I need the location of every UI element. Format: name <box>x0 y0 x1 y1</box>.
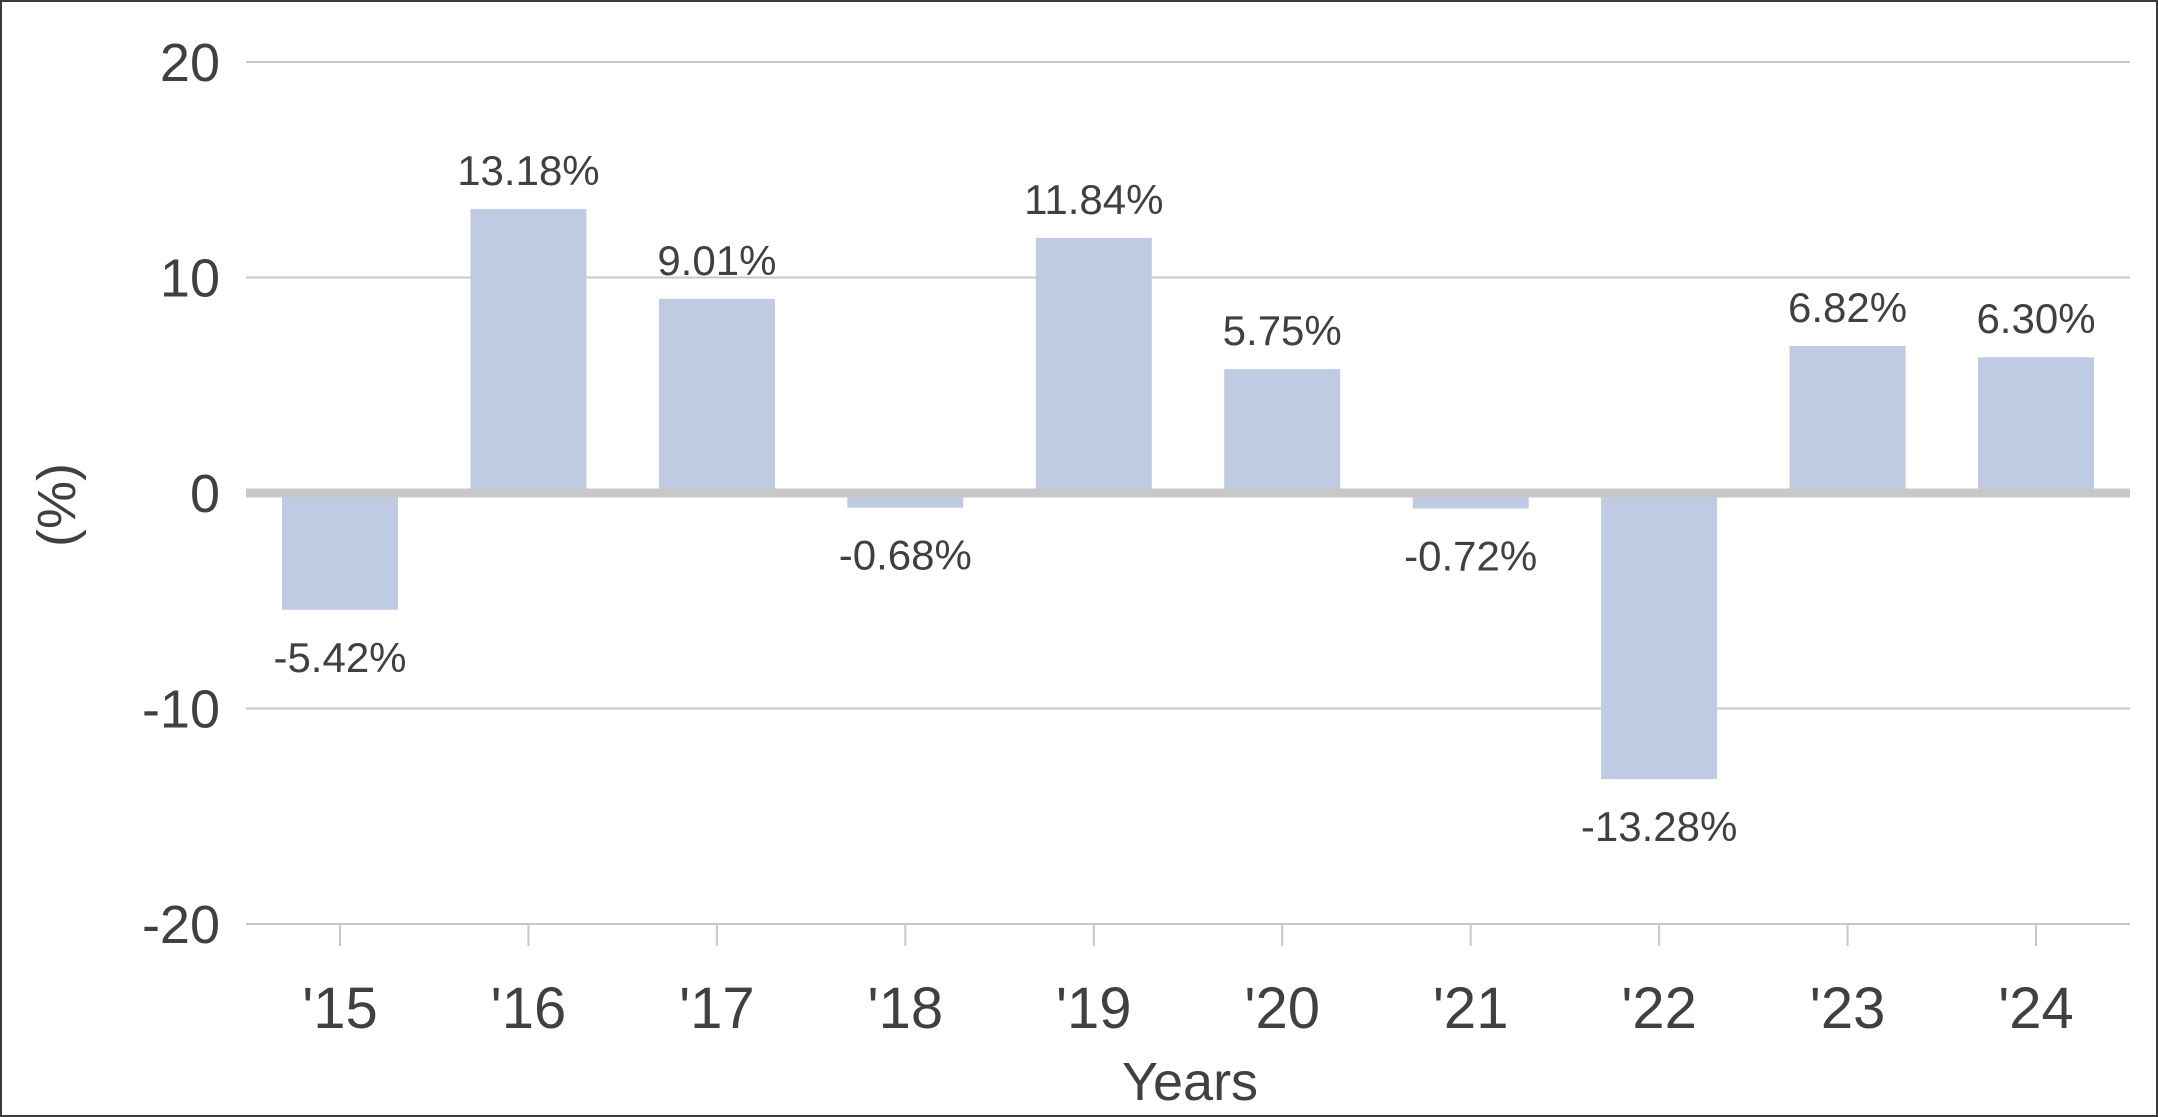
data-label: 6.30% <box>1976 295 2095 342</box>
x-tick-label: '24 <box>1998 976 2074 1041</box>
x-tick-label: '22 <box>1621 976 1697 1041</box>
data-label: -0.72% <box>1404 533 1537 580</box>
bars <box>282 208 2094 780</box>
x-tick-label: '18 <box>868 976 944 1041</box>
data-label: -13.28% <box>1581 803 1737 850</box>
data-label: 11.84% <box>1024 176 1163 223</box>
data-label: 9.01% <box>657 237 776 284</box>
y-tick-label: 20 <box>160 33 220 93</box>
bar <box>1035 237 1152 493</box>
x-tick-label: '23 <box>1810 976 1886 1041</box>
bar <box>282 493 398 610</box>
data-label: -0.68% <box>839 532 972 579</box>
x-axis-title: Years <box>1122 1052 1258 1112</box>
data-label: -5.42% <box>273 634 406 681</box>
axes: 20 10 0 -10 -20 '15 '16 '17 '18 '19 '20 '21 '22 '23 '2… <box>142 33 2130 1041</box>
bar <box>1789 346 1906 493</box>
x-tick-label: '20 <box>1244 976 1320 1041</box>
y-tick-label: -10 <box>142 680 220 740</box>
data-labels: -5.42% 13.18% 9.01% -0.68% 11.84% 5.75% -0.72%… <box>273 147 2095 850</box>
x-tick-label: '21 <box>1433 976 1509 1041</box>
bar <box>470 208 587 493</box>
bar <box>1978 357 2094 493</box>
x-tick-label: '17 <box>679 976 755 1041</box>
bar <box>1224 369 1341 493</box>
bar <box>1601 493 1718 780</box>
x-tick-label: '16 <box>491 976 567 1041</box>
data-label: 6.82% <box>1788 284 1907 331</box>
y-axis-title: (%) <box>27 463 87 547</box>
data-label: 13.18% <box>457 147 599 194</box>
y-tick-label: 0 <box>190 464 220 524</box>
x-tick-label: '19 <box>1056 976 1132 1041</box>
y-tick-label: -20 <box>142 895 220 955</box>
x-tick-label: '15 <box>302 976 378 1041</box>
y-tick-label: 10 <box>160 249 220 309</box>
bar <box>658 298 775 493</box>
data-label: 5.75% <box>1223 307 1342 354</box>
